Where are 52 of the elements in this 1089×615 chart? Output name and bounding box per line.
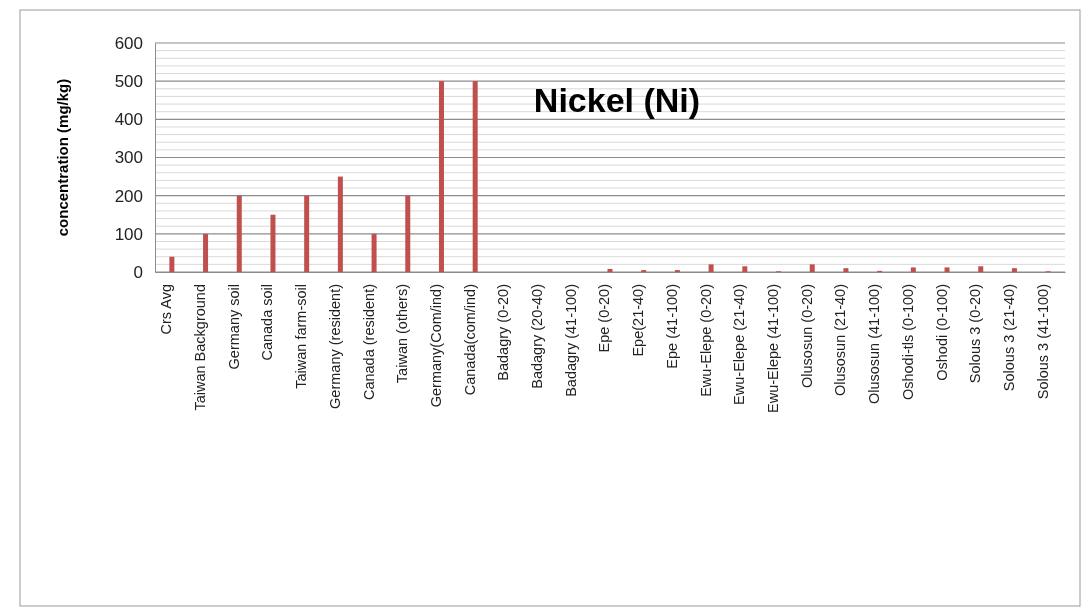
x-tick-label: Badagry (0-20) [495,284,512,381]
bar [944,267,950,272]
bar [910,267,916,272]
bar [203,233,209,272]
x-tick-label: Taiwan farm-soil [293,284,310,389]
x-tick-label: Olusosun (0-20) [798,284,815,388]
x-tick-label: Canada soil [259,284,276,361]
x-tick-label: Epe (41-100) [663,284,680,369]
x-tick-label: Olusosun (21-40) [832,284,849,397]
x-tick-label: Crs Avg [158,284,175,335]
bar [304,195,310,272]
x-tick-label: Oshodi (0-100) [933,284,950,381]
bar [742,266,748,272]
bar [169,256,175,272]
text: Nickel (Ni) [533,81,701,119]
x-tick-label: Olusosun (41-100) [866,284,883,405]
x-tick-label: Badagry (41-100) [562,284,579,397]
bar [472,81,478,272]
y-tick-label: 100 [114,224,143,244]
bar [236,195,242,272]
x-tick-label: Ewu-Elepe (21-40) [731,284,748,405]
x-tick-label: Canada (resident) [360,284,377,401]
bar [405,195,411,272]
bar [708,264,714,272]
y-tick-label: 400 [114,110,143,130]
x-tick-label: Germany soil [225,284,242,370]
x-tick-label: Epe(21-40) [630,284,647,357]
bar [438,81,444,272]
x-tick-label: Ewu-Elepe (0-20) [697,284,714,397]
x-tick-label: Badagry (20-40) [529,284,546,389]
x-tick-label: Epe (0-20) [596,284,613,353]
x-tick-label: Oshodi-tls (0-100) [899,284,916,401]
x-tick-label: Canada(com/ind) [461,284,478,396]
bar [809,264,815,272]
y-tick-label: 0 [133,262,143,282]
x-tick-label: Germany (resident) [326,284,343,409]
x-tick-label: Solous 3 (41-100) [1034,284,1051,400]
x-tick-label: Taiwan Background [192,284,209,411]
y-tick-label: 300 [114,148,143,168]
y-axis-title: concentration (mg/kg) [54,78,71,237]
x-tick-label: Solous 3 (0-20) [967,284,984,384]
y-tick-label: 600 [114,33,143,53]
y-tick-label: 500 [114,72,143,92]
x-tick-label: Germany(Com/ind) [427,284,444,408]
bar [371,233,377,272]
bar [270,214,276,272]
bar [978,266,984,272]
x-tick-label: Solous 3 (21-40) [1000,284,1017,392]
x-tick-label: Taiwan (others) [394,284,411,384]
x-tick-label: Ewu-Elepe (41-100) [765,284,781,413]
bar [337,176,343,272]
y-tick-label: 200 [114,186,143,206]
